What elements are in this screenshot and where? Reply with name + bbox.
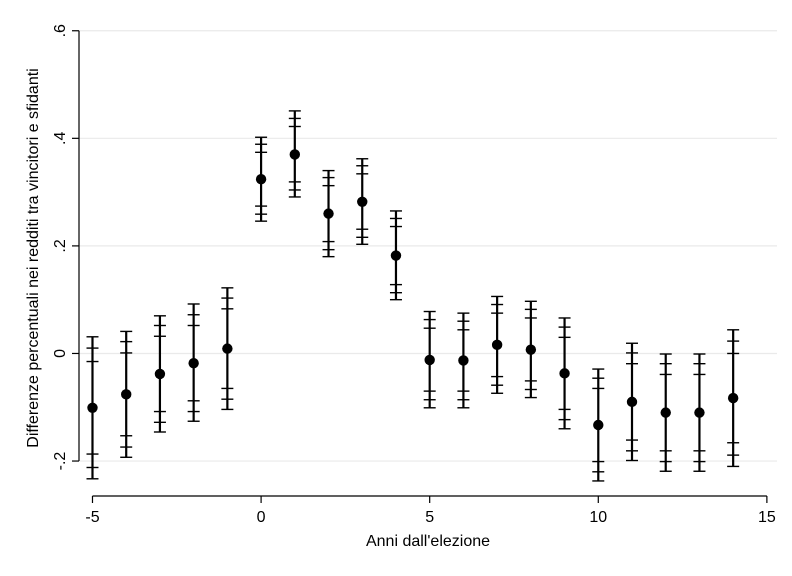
point-estimate bbox=[222, 343, 233, 354]
estimate-group bbox=[288, 110, 301, 198]
estimate-group bbox=[187, 303, 200, 422]
estimate-group bbox=[693, 353, 706, 472]
y-tick-label: 0 bbox=[52, 349, 69, 358]
y-tick-label: .4 bbox=[52, 132, 69, 145]
point-estimate bbox=[559, 368, 570, 379]
estimate-group bbox=[221, 287, 234, 411]
estimate-group bbox=[491, 295, 504, 394]
point-estimate bbox=[424, 354, 435, 366]
x-tick-label: 5 bbox=[425, 509, 434, 526]
x-tick-label: 15 bbox=[758, 509, 776, 526]
point-estimate bbox=[121, 389, 132, 400]
x-axis-title: Anni dall'elezione bbox=[366, 533, 490, 550]
point-estimate bbox=[458, 355, 469, 366]
point-estimate bbox=[188, 357, 199, 369]
estimate-group bbox=[255, 136, 268, 222]
estimate-group bbox=[322, 169, 335, 258]
estimate-group bbox=[153, 315, 166, 433]
point-estimate bbox=[626, 396, 638, 408]
x-tick-label: 0 bbox=[257, 509, 266, 526]
point-estimate bbox=[357, 196, 368, 207]
estimate-group bbox=[727, 329, 740, 468]
estimate-group bbox=[356, 158, 369, 245]
point-estimate bbox=[87, 402, 98, 413]
estimate-group bbox=[524, 300, 537, 399]
x-tick-label: -5 bbox=[85, 509, 99, 526]
estimate-group bbox=[457, 312, 470, 409]
estimate-group bbox=[558, 317, 571, 430]
axes: -.2 0 .2 .4 .6 -5 0 5 10 15 bbox=[52, 24, 776, 526]
point-estimate bbox=[390, 250, 402, 261]
point-estimate bbox=[593, 419, 604, 431]
point-estimate bbox=[727, 392, 739, 404]
estimate-group bbox=[659, 353, 672, 472]
point-estimate bbox=[491, 339, 503, 351]
x-tick-label: 10 bbox=[589, 509, 607, 526]
estimate-group bbox=[592, 368, 605, 482]
y-tick-label: -.2 bbox=[52, 452, 69, 471]
y-tick-label: .6 bbox=[52, 24, 69, 37]
estimate-group bbox=[86, 336, 99, 480]
point-estimate bbox=[525, 344, 537, 355]
point-estimate bbox=[289, 149, 301, 160]
point-estimate bbox=[694, 407, 705, 418]
point-estimate bbox=[323, 208, 334, 219]
point-estimate bbox=[660, 407, 671, 418]
data-marks bbox=[86, 110, 740, 482]
estimate-group bbox=[389, 210, 402, 301]
point-estimate bbox=[154, 368, 166, 380]
y-axis-title: Differenze percentuali nei redditi tra v… bbox=[25, 68, 42, 447]
y-tick-label: .2 bbox=[52, 239, 69, 252]
estimate-group bbox=[626, 342, 639, 462]
estimate-group bbox=[120, 330, 133, 458]
estimate-group bbox=[423, 310, 436, 409]
point-estimate bbox=[255, 174, 267, 185]
